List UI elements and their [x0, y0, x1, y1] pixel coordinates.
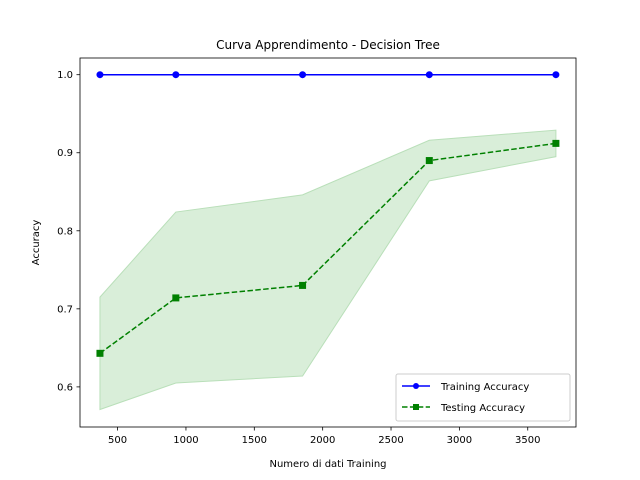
x-tick-label: 1000: [173, 435, 198, 446]
x-tick-label: 500: [108, 435, 127, 446]
y-tick-label: 0.7: [57, 304, 73, 315]
series-0-point: [552, 71, 560, 79]
y-tick-label: 0.9: [57, 148, 73, 159]
series-0-point: [96, 71, 104, 79]
series-1-point: [425, 157, 433, 165]
x-tick-label: 1500: [242, 435, 267, 446]
series-1-point: [172, 294, 180, 302]
y-tick-label: 0.8: [57, 226, 73, 237]
chart-title: Curva Apprendimento - Decision Tree: [216, 38, 440, 52]
legend: Training Accuracy Testing Accuracy: [395, 373, 571, 422]
legend-label: Training Accuracy: [440, 382, 529, 393]
y-tick-label: 0.6: [57, 382, 73, 393]
y-axis-label: Accuracy: [31, 220, 42, 266]
y-tick-label: 1.0: [57, 70, 73, 81]
x-tick-label: 2500: [378, 435, 403, 446]
plot-area: [96, 71, 560, 411]
series-1-point: [96, 349, 104, 357]
x-tick-label: 3500: [515, 435, 540, 446]
axes: 500 1000 1500 2000 2500 3000 3500 0.6 0.7 0.8 0.9 1…: [57, 70, 540, 446]
series-0-point: [425, 71, 433, 79]
x-axis-label: Numero di dati Training: [269, 459, 386, 470]
legend-swatch-marker: [413, 404, 419, 410]
x-tick-label: 3000: [447, 435, 472, 446]
series-0-point: [299, 71, 307, 79]
x-tick-label: 2000: [310, 435, 335, 446]
series-1-confidence-band: [99, 129, 557, 411]
legend-swatch-marker: [413, 383, 419, 389]
axes-frame: [79, 57, 577, 428]
series-1-point: [552, 139, 560, 147]
legend-label: Testing Accuracy: [440, 403, 525, 414]
series-1-point: [299, 281, 307, 289]
legend-box: [395, 373, 571, 422]
series-0-point: [172, 71, 180, 79]
